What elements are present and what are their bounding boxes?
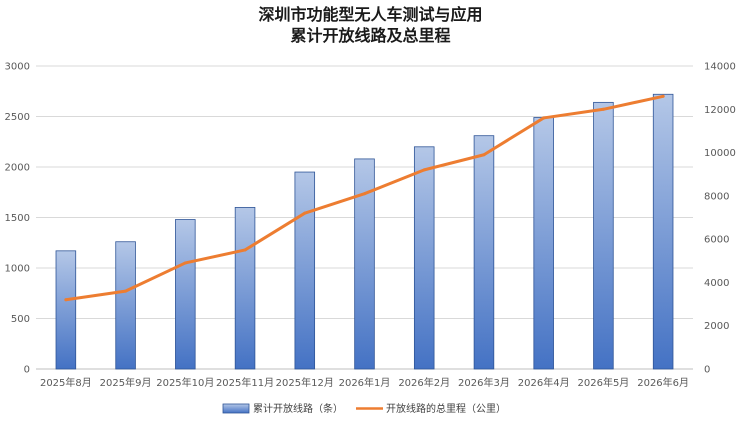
right-tick-label: 8000 bbox=[704, 191, 729, 202]
line-point bbox=[124, 289, 128, 293]
category-label: 2026年4月 bbox=[518, 376, 570, 389]
category-label: 2026年2月 bbox=[398, 376, 450, 389]
line-point bbox=[542, 116, 546, 120]
bar bbox=[652, 93, 674, 370]
left-tick-label: 2500 bbox=[5, 112, 30, 123]
right-tick-label: 0 bbox=[704, 365, 710, 376]
line-point bbox=[64, 298, 68, 302]
right-tick-label: 12000 bbox=[704, 105, 736, 116]
bar-series bbox=[55, 93, 674, 370]
bar bbox=[593, 101, 614, 370]
line-point bbox=[303, 211, 307, 215]
category-label: 2025年12月 bbox=[276, 376, 334, 389]
left-tick-label: 0 bbox=[24, 365, 30, 376]
bar bbox=[234, 206, 256, 370]
gridlines bbox=[36, 65, 693, 370]
line-point bbox=[422, 168, 426, 172]
bar bbox=[175, 219, 196, 370]
legend-label-bars: 累计开放线路（条） bbox=[253, 402, 343, 415]
category-label: 2025年8月 bbox=[40, 376, 92, 389]
line-point bbox=[601, 107, 605, 111]
right-tick-label: 6000 bbox=[704, 235, 729, 246]
left-axis-ticks: 0 500 1000 1500 2000 2500 3000 bbox=[5, 62, 30, 376]
left-tick-label: 1500 bbox=[5, 213, 30, 224]
category-label: 2025年11月 bbox=[216, 376, 274, 389]
bar bbox=[115, 241, 136, 370]
left-tick-label: 2000 bbox=[5, 163, 30, 174]
bar bbox=[55, 250, 77, 370]
category-labels: 2025年8月 2025年9月 2025年10月 2025年11月 2025年12月 20… bbox=[40, 376, 689, 389]
right-tick-label: 4000 bbox=[704, 278, 729, 289]
bar bbox=[413, 146, 435, 370]
bar bbox=[354, 158, 375, 370]
category-label: 2026年6月 bbox=[637, 376, 689, 389]
right-axis-ticks: 0 2000 4000 6000 8000 10000 12000 14000 bbox=[704, 62, 736, 376]
chart-title-line-1: 深圳市功能型无人车测试与应用 bbox=[258, 5, 483, 24]
line-point bbox=[363, 192, 366, 196]
right-tick-label: 2000 bbox=[704, 321, 729, 332]
legend: 累计开放线路（条） 开放线路的总里程（公里） bbox=[222, 402, 506, 415]
bar bbox=[294, 171, 316, 370]
chart-title: 深圳市功能型无人车测试与应用 累计开放线路及总里程 bbox=[0, 4, 741, 46]
chart-title-line-2: 累计开放线路及总里程 bbox=[290, 26, 451, 45]
category-label: 2026年1月 bbox=[339, 376, 391, 389]
right-tick-label: 10000 bbox=[704, 148, 736, 159]
line-point bbox=[661, 94, 665, 98]
category-label: 2026年5月 bbox=[578, 376, 630, 389]
legend-label-line: 开放线路的总里程（公里） bbox=[386, 402, 506, 415]
left-tick-label: 1000 bbox=[5, 264, 30, 275]
line-point bbox=[183, 261, 187, 265]
category-label: 2025年10月 bbox=[156, 376, 214, 389]
line-point bbox=[482, 153, 486, 157]
legend-swatch-bars bbox=[222, 403, 250, 414]
left-tick-label: 3000 bbox=[5, 62, 30, 73]
line-series bbox=[64, 94, 665, 302]
bar bbox=[473, 135, 495, 370]
right-tick-label: 14000 bbox=[704, 62, 736, 73]
left-tick-label: 500 bbox=[11, 314, 30, 325]
line-point bbox=[243, 248, 247, 252]
category-label: 2025年9月 bbox=[100, 376, 152, 389]
category-label: 2026年3月 bbox=[458, 376, 510, 389]
bar bbox=[533, 117, 554, 370]
